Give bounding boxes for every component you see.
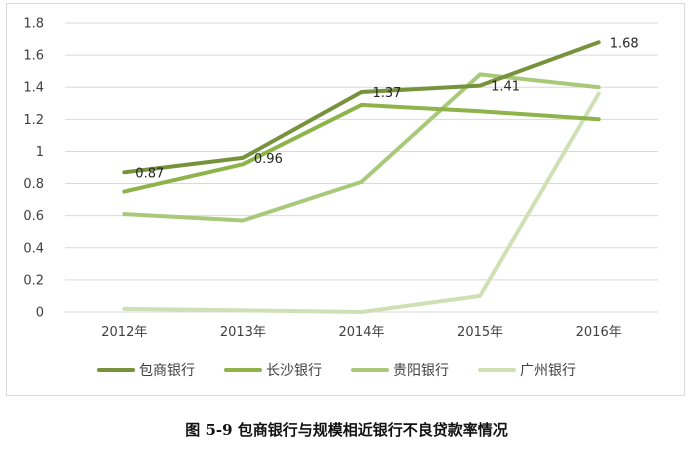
figure-caption: 图 5-9 包商银行与规模相近银行不良贷款率情况 <box>185 421 508 439</box>
legend-label: 贵阳银行 <box>393 363 449 379</box>
y-tick-label: 0.4 <box>23 241 44 256</box>
x-tick-label: 2013年 <box>220 325 266 340</box>
y-tick-label: 1.2 <box>23 113 44 128</box>
data-label: 0.96 <box>254 152 283 167</box>
data-labels: 0.87 0.96 1.37 1.41 1.68 <box>135 36 638 181</box>
chart-frame: 0 0.2 0.4 0.6 0.8 1 1.2 1.4 1.6 1.8 2012年 2013年 201… <box>6 3 685 396</box>
y-axis-tick-labels: 0 0.2 0.4 0.6 0.8 1 1.2 1.4 1.6 1.8 <box>23 17 44 321</box>
x-tick-label: 2012年 <box>101 325 147 340</box>
series-line <box>122 91 601 314</box>
line-chart: 00.20.40.60.811.21.41.61.8 2012年 2013年 201… <box>23 17 658 379</box>
legend: 包商银行 长沙银行 贵阳银行 广州银行 <box>97 363 576 379</box>
y-tick-label: 1 <box>36 145 44 160</box>
legend-label: 广州银行 <box>520 363 576 379</box>
y-tick-label: 0.6 <box>23 209 44 224</box>
data-label: 1.41 <box>491 80 520 95</box>
legend-label: 长沙银行 <box>266 363 322 379</box>
y-tick-label: 0.8 <box>23 177 44 192</box>
y-tick-label: 1.8 <box>23 17 44 32</box>
x-axis-tick-labels: 2012年 2013年 2014年 2015年 2016年 <box>101 325 621 340</box>
data-label: 1.37 <box>373 86 402 101</box>
legend-label: 包商银行 <box>139 363 195 379</box>
y-tick-label: 1.4 <box>23 81 44 96</box>
x-tick-label: 2015年 <box>457 325 503 340</box>
x-tick-label: 2016年 <box>576 325 622 340</box>
y-tick-label: 1.6 <box>23 49 44 64</box>
series-line <box>122 102 601 194</box>
data-label: 0.87 <box>135 166 164 181</box>
data-label: 1.68 <box>610 36 639 51</box>
y-tick-label: 0 <box>36 306 44 321</box>
series-line <box>122 40 601 175</box>
series-lines <box>122 40 601 314</box>
series-line <box>122 72 601 223</box>
x-tick-label: 2014年 <box>338 325 384 340</box>
y-tick-label: 0.2 <box>23 273 44 288</box>
